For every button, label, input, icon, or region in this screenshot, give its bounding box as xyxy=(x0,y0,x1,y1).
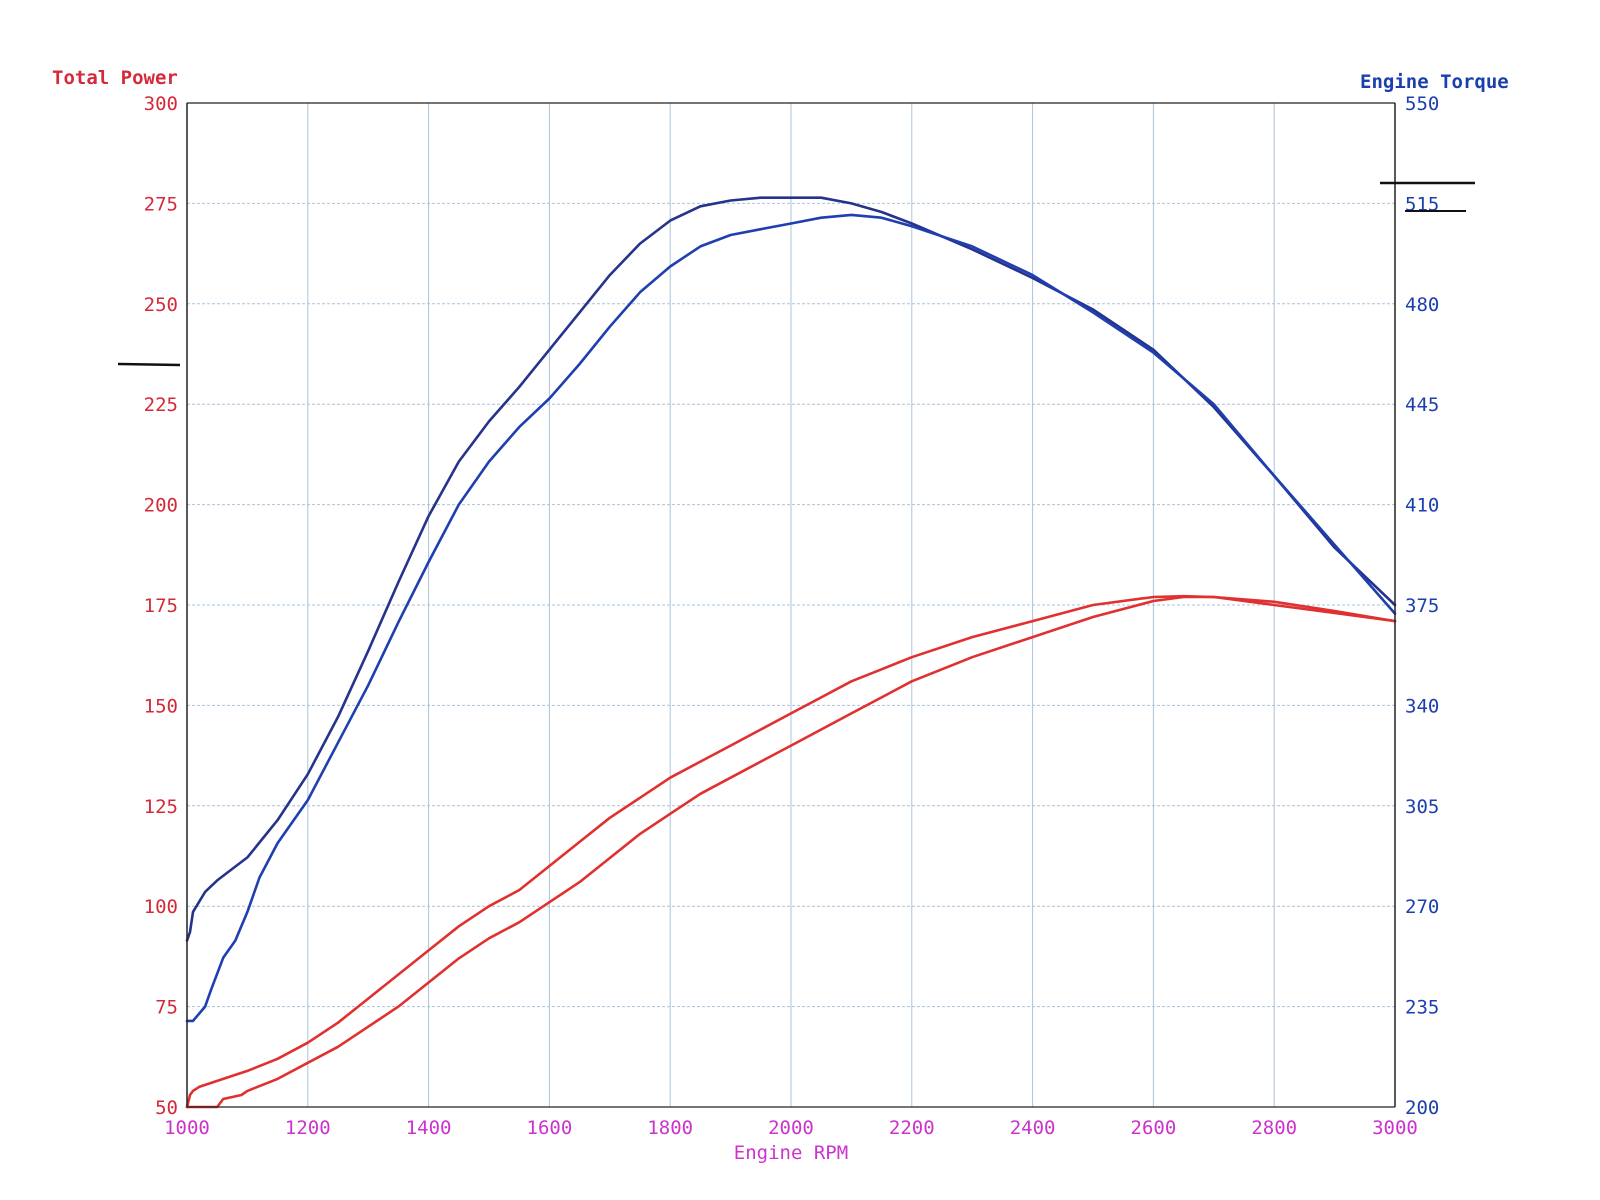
left-y-tick-label: 225 xyxy=(144,394,178,416)
x-tick-label: 1000 xyxy=(164,1117,210,1139)
x-tick-label: 1800 xyxy=(647,1117,693,1139)
right-y-tick-label: 270 xyxy=(1405,896,1439,918)
marker-line-left xyxy=(117,362,181,367)
left-y-tick-label: 200 xyxy=(144,495,178,517)
series-lines xyxy=(185,196,1397,1109)
right-axis-title: Engine Torque xyxy=(1360,71,1509,93)
left-y-tick-label: 125 xyxy=(144,796,178,818)
left-y-tick-label: 300 xyxy=(144,93,178,115)
x-axis-title: Engine RPM xyxy=(734,1142,848,1164)
right-y-tick-label: 305 xyxy=(1405,796,1439,818)
x-tick-label: 2000 xyxy=(768,1117,814,1139)
x-tick-label: 1400 xyxy=(406,1117,452,1139)
left-y-tick-label: 50 xyxy=(155,1097,178,1119)
left-y-tick-label: 175 xyxy=(144,595,178,617)
power-line-2 xyxy=(185,594,1397,1109)
left-y-tick-label: 275 xyxy=(144,193,178,215)
torque-line-1 xyxy=(185,213,1397,1023)
x-tick-label: 2200 xyxy=(889,1117,935,1139)
left-y-tick-label: 250 xyxy=(144,294,178,316)
x-tick-label: 2600 xyxy=(1131,1117,1177,1139)
torque-line-0 xyxy=(185,196,1397,942)
x-tick-label: 1200 xyxy=(285,1117,331,1139)
left-y-tick-label: 100 xyxy=(144,896,178,918)
grid xyxy=(187,103,1395,1107)
right-y-tick-label: 410 xyxy=(1405,495,1439,517)
x-tick-label: 2800 xyxy=(1251,1117,1297,1139)
right-y-tick-label: 340 xyxy=(1405,695,1439,717)
right-y-tick-label: 480 xyxy=(1405,294,1439,316)
x-tick-label: 2400 xyxy=(1010,1117,1056,1139)
x-tick-label: 1600 xyxy=(527,1117,573,1139)
left-y-tick-label: 150 xyxy=(144,695,178,717)
power-line-3 xyxy=(185,595,1397,1109)
left-axis-title: Total Power xyxy=(52,67,178,89)
right-y-tick-label: 375 xyxy=(1405,595,1439,617)
right-y-tick-label: 235 xyxy=(1405,997,1439,1019)
axes: 1000 1200 1400 1600 1800 2000 2200 2400 2600 2800… xyxy=(144,93,1440,1139)
right-y-tick-label: 515 xyxy=(1405,193,1439,215)
x-tick-label: 3000 xyxy=(1372,1117,1418,1139)
right-y-tick-label: 200 xyxy=(1405,1097,1439,1119)
right-y-tick-label: 550 xyxy=(1405,93,1439,115)
left-y-tick-label: 75 xyxy=(155,997,178,1019)
right-y-tick-label: 445 xyxy=(1405,394,1439,416)
